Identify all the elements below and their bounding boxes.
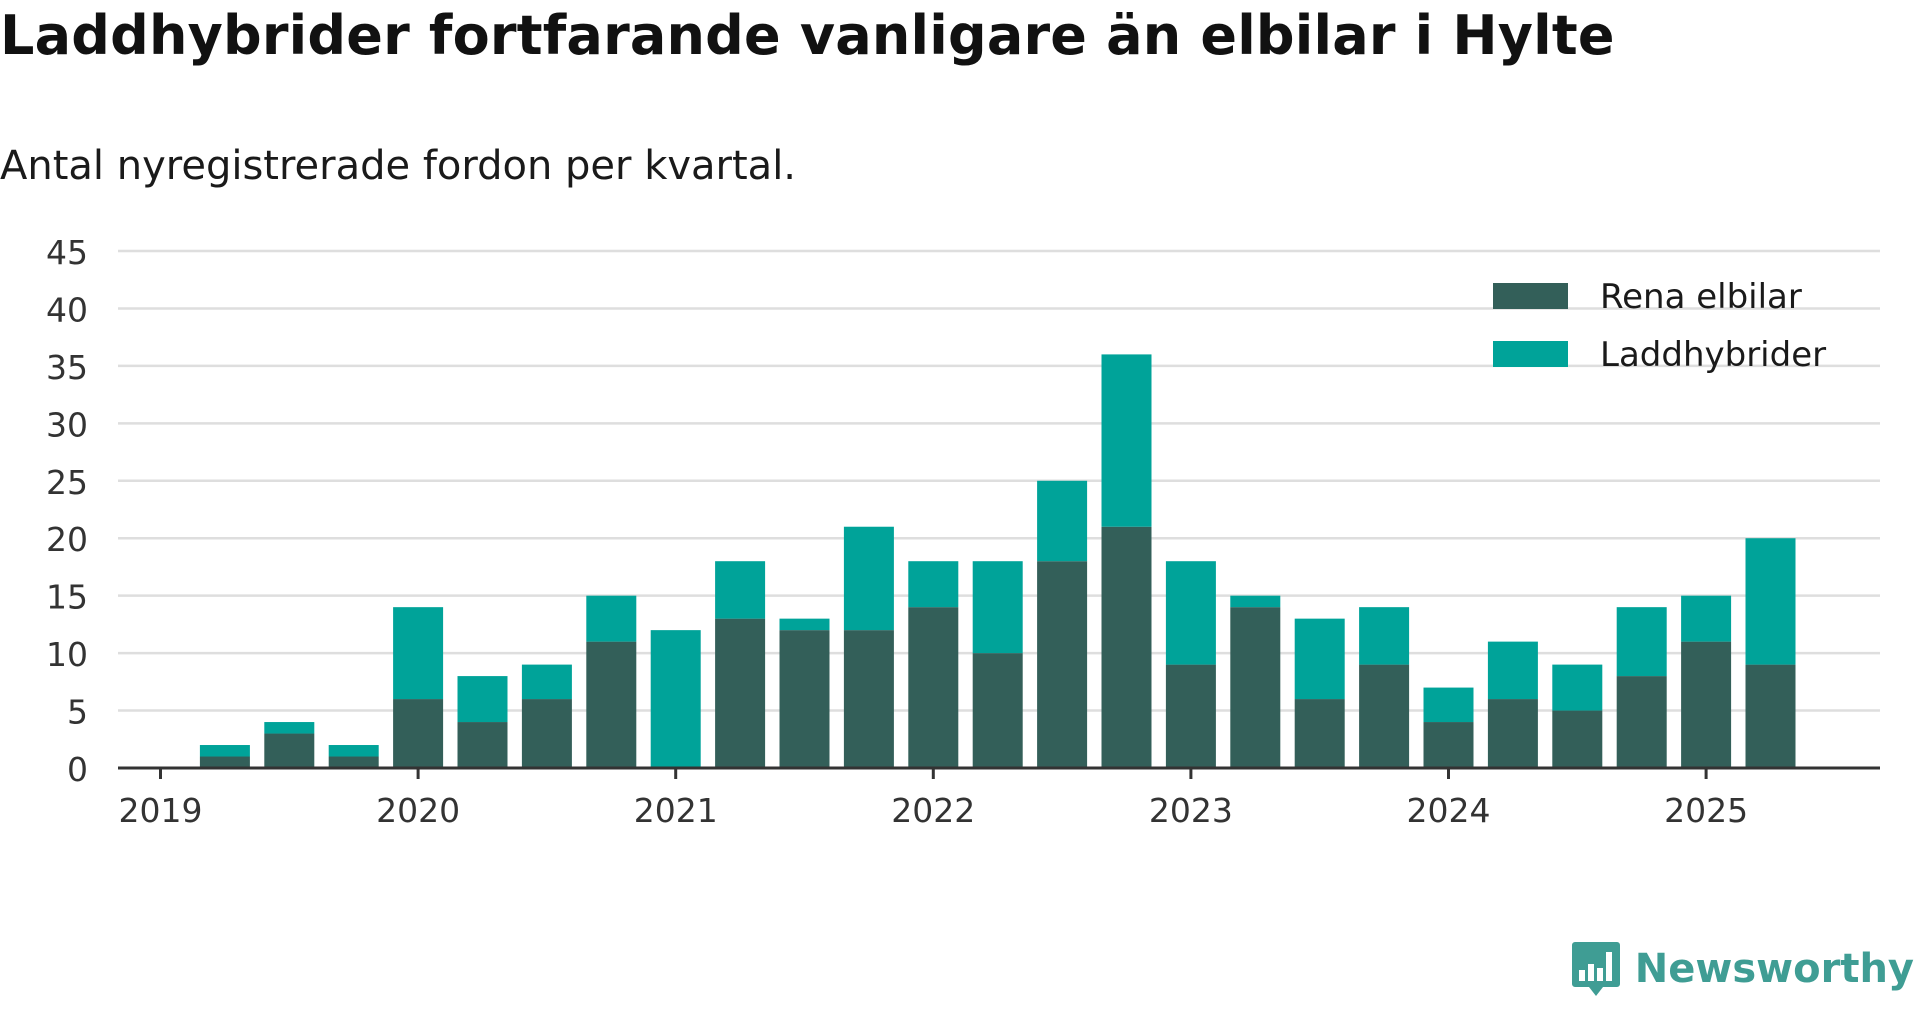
- bar-laddhybrider-9: [715, 561, 766, 619]
- bar-rena-elbilar-19: [1359, 664, 1410, 768]
- legend-label-0: Rena elbilar: [1600, 277, 1802, 317]
- bar-rena-elbilar-7: [586, 641, 637, 768]
- newsworthy-logo-icon: [1571, 942, 1620, 996]
- bar-rena-elbilar-24: [1681, 641, 1732, 768]
- bar-laddhybrider-25: [1745, 538, 1796, 665]
- newsworthy-brand: Newsworthy: [1571, 940, 1914, 998]
- y-tick-label: 40: [46, 290, 88, 329]
- y-tick-label: 35: [46, 348, 88, 387]
- brand-name: Newsworthy: [1634, 946, 1914, 992]
- legend: Rena elbilar Laddhybrider: [1493, 277, 1826, 375]
- bar-laddhybrider-13: [972, 561, 1023, 654]
- bar-laddhybrider-3: [328, 745, 379, 757]
- x-axis: 2019 2020 2021 2022 2023 2024 2025: [118, 766, 1880, 830]
- bar-laddhybrider-8: [650, 630, 701, 768]
- bar-rena-elbilar-20: [1423, 722, 1474, 768]
- bar-rena-elbilar-1: [199, 756, 250, 768]
- bar-rena-elbilar-13: [972, 653, 1023, 768]
- x-tick-label: 2021: [634, 791, 718, 830]
- bar-rena-elbilar-4: [393, 699, 444, 768]
- bar-laddhybrider-6: [521, 664, 572, 700]
- legend-swatch-0: [1493, 283, 1568, 309]
- bar-rena-elbilar-5: [457, 722, 508, 768]
- bar-rena-elbilar-15: [1101, 526, 1152, 768]
- bar-laddhybrider-4: [393, 607, 444, 700]
- bar-rena-elbilar-10: [779, 630, 830, 768]
- x-tick-label: 2020: [376, 791, 460, 830]
- bar-laddhybrider-19: [1359, 607, 1410, 665]
- bar-laddhybrider-5: [457, 676, 508, 723]
- y-tick-label: 45: [46, 233, 88, 272]
- y-tick-label: 10: [46, 635, 88, 674]
- bar-laddhybrider-21: [1487, 641, 1538, 700]
- bar-rena-elbilar-22: [1552, 710, 1603, 768]
- bar-rena-elbilar-25: [1745, 664, 1796, 768]
- x-tick-label: 2024: [1407, 791, 1491, 830]
- legend-swatch-1: [1493, 341, 1568, 367]
- bar-laddhybrider-18: [1294, 618, 1345, 700]
- bar-rena-elbilar-14: [1037, 561, 1088, 768]
- bar-rena-elbilar-9: [715, 618, 766, 768]
- bar-laddhybrider-2: [264, 722, 315, 734]
- bar-laddhybrider-20: [1423, 687, 1474, 723]
- y-tick-label: 5: [67, 693, 88, 732]
- bar-laddhybrider-7: [586, 595, 637, 642]
- bar-rena-elbilar-17: [1230, 607, 1281, 768]
- bar-laddhybrider-17: [1230, 595, 1281, 608]
- x-tick-label: 2023: [1149, 791, 1233, 830]
- x-tick-label: 2022: [891, 791, 975, 830]
- bar-laddhybrider-12: [908, 561, 959, 608]
- bar-rena-elbilar-6: [521, 699, 572, 768]
- bars: [199, 354, 1796, 768]
- bar-laddhybrider-24: [1681, 595, 1732, 642]
- bar-rena-elbilar-12: [908, 607, 959, 768]
- chart-title: Laddhybrider fortfarande vanligare än el…: [0, 4, 1615, 67]
- legend-label-1: Laddhybrider: [1600, 335, 1826, 375]
- bar-rena-elbilar-21: [1487, 699, 1538, 768]
- x-tick-label: 2025: [1664, 791, 1748, 830]
- bar-laddhybrider-10: [779, 618, 830, 631]
- bar-laddhybrider-23: [1616, 607, 1667, 677]
- y-tick-label: 30: [46, 405, 88, 444]
- bar-laddhybrider-1: [199, 745, 250, 757]
- y-tick-label: 25: [46, 463, 88, 502]
- y-tick-label: 15: [46, 578, 88, 617]
- bar-laddhybrider-16: [1165, 561, 1216, 665]
- bar-rena-elbilar-2: [264, 733, 315, 768]
- y-axis-tick-labels: 0 5 10 15 20 25 30 35 40 45: [46, 233, 88, 789]
- y-tick-label: 20: [46, 520, 88, 559]
- bar-laddhybrider-15: [1101, 354, 1152, 527]
- bar-laddhybrider-11: [843, 526, 894, 631]
- bar-rena-elbilar-23: [1616, 676, 1667, 768]
- x-tick-label: 2019: [119, 791, 203, 830]
- chart-subtitle: Antal nyregistrerade fordon per kvartal.: [0, 143, 797, 189]
- y-tick-label: 0: [67, 750, 88, 789]
- bar-rena-elbilar-18: [1294, 699, 1345, 768]
- bar-laddhybrider-22: [1552, 664, 1603, 711]
- bar-laddhybrider-14: [1037, 480, 1088, 562]
- bar-rena-elbilar-3: [328, 756, 379, 768]
- bar-rena-elbilar-16: [1165, 664, 1216, 768]
- bar-rena-elbilar-11: [843, 630, 894, 768]
